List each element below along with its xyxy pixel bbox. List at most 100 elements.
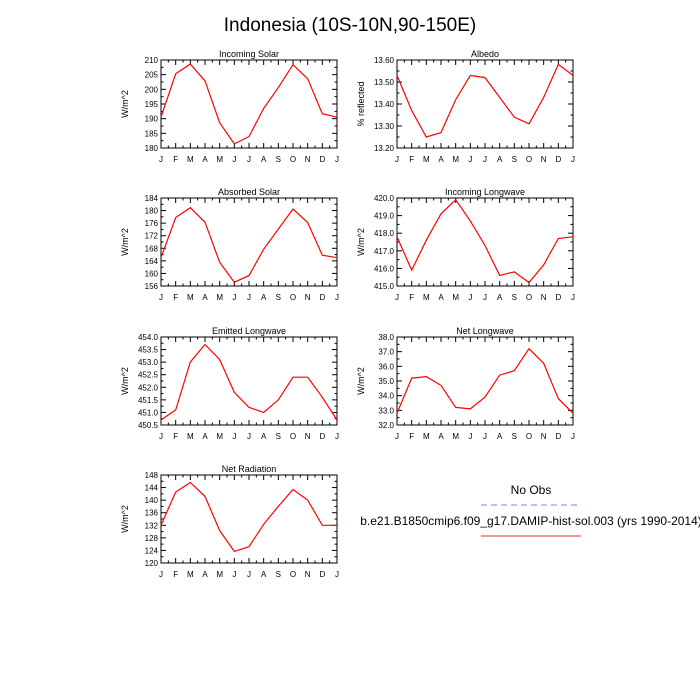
- figure-title: Indonesia (10S-10N,90-150E): [224, 15, 476, 36]
- albedo-xtick-label: O: [526, 155, 532, 164]
- net-radiation-ytick-label: 144: [145, 484, 159, 493]
- net-longwave-xtick-label: J: [483, 432, 487, 441]
- albedo-xtick-label: A: [497, 155, 503, 164]
- absorbed-solar-xtick-label: S: [276, 293, 281, 302]
- net-longwave-ylabel: W/m^2: [356, 367, 366, 395]
- incoming-longwave-ytick-label: 418.0: [374, 229, 395, 238]
- net-longwave-ytick-label: 36.0: [378, 362, 394, 371]
- incoming-longwave-xtick-label: M: [423, 293, 430, 302]
- incoming-longwave-xtick-label: A: [438, 293, 444, 302]
- absorbed-solar-xtick-label: O: [290, 293, 296, 302]
- emitted-longwave-ytick-label: 453.0: [138, 358, 159, 367]
- emitted-longwave-xtick-label: J: [159, 432, 163, 441]
- incoming-longwave-xtick-label: A: [497, 293, 503, 302]
- legend-model-label: b.e21.B1850cmip6.f09_g17.DAMIP-hist-sol.…: [360, 514, 700, 528]
- incoming-longwave-series-line: [396, 198, 574, 284]
- incoming-solar-xtick-label: D: [319, 155, 325, 164]
- incoming-solar-xtick-label: A: [202, 155, 208, 164]
- emitted-longwave-xtick-label: S: [276, 432, 281, 441]
- net-radiation-xtick-label: M: [187, 570, 194, 579]
- albedo-xtick-label: J: [483, 155, 487, 164]
- emitted-longwave-xtick-label: J: [232, 432, 236, 441]
- absorbed-solar-ytick-label: 168: [145, 244, 159, 253]
- incoming-solar-ytick-label: 205: [145, 71, 159, 80]
- absorbed-solar-xtick-label: M: [187, 293, 194, 302]
- absorbed-solar-ytick-label: 160: [145, 269, 159, 278]
- absorbed-solar-xtick-label: J: [335, 293, 339, 302]
- net-radiation-ylabel: W/m^2: [120, 505, 130, 533]
- net-radiation-xtick-label: D: [319, 570, 325, 579]
- albedo-xtick-label: F: [409, 155, 414, 164]
- emitted-longwave-xtick-label: N: [305, 432, 311, 441]
- albedo-xtick-label: J: [395, 155, 399, 164]
- albedo-xtick-label: M: [452, 155, 459, 164]
- absorbed-solar-ytick-label: 172: [145, 232, 159, 241]
- emitted-longwave-title: Emitted Longwave: [212, 326, 286, 336]
- net-radiation-ytick-label: 132: [145, 521, 159, 530]
- net-longwave-xtick-label: O: [526, 432, 532, 441]
- net-longwave-xtick-label: J: [468, 432, 472, 441]
- incoming-solar-xtick-label: A: [261, 155, 267, 164]
- emitted-longwave-xtick-label: A: [202, 432, 208, 441]
- net-radiation-xtick-label: J: [159, 570, 163, 579]
- net-longwave-ytick-label: 37.0: [378, 348, 394, 357]
- albedo-ytick-label: 13.40: [374, 100, 395, 109]
- incoming-longwave-xtick-label: O: [526, 293, 532, 302]
- net-radiation-xtick-label: M: [216, 570, 223, 579]
- net-radiation-xtick-label: J: [247, 570, 251, 579]
- net-radiation-xtick-label: S: [276, 570, 281, 579]
- net-longwave-xtick-label: J: [395, 432, 399, 441]
- albedo-xtick-label: J: [468, 155, 472, 164]
- incoming-solar-xtick-label: M: [216, 155, 223, 164]
- incoming-solar-ytick-label: 180: [145, 144, 159, 153]
- emitted-longwave-xtick-label: D: [319, 432, 325, 441]
- incoming-longwave-xtick-label: S: [512, 293, 517, 302]
- incoming-solar-ytick-label: 190: [145, 115, 159, 124]
- net-radiation-xtick-label: A: [261, 570, 267, 579]
- incoming-longwave-xtick-label: J: [468, 293, 472, 302]
- absorbed-solar-title: Absorbed Solar: [218, 187, 280, 197]
- legend-obs-label: No Obs: [511, 483, 552, 497]
- emitted-longwave-xtick-label: M: [216, 432, 223, 441]
- absorbed-solar-xtick-label: F: [173, 293, 178, 302]
- incoming-longwave-ytick-label: 415.0: [374, 282, 395, 291]
- incoming-solar-ylabel: W/m^2: [120, 90, 130, 118]
- incoming-solar-ytick-label: 195: [145, 100, 159, 109]
- absorbed-solar-xtick-label: J: [247, 293, 251, 302]
- emitted-longwave-ytick-label: 450.5: [138, 421, 159, 430]
- albedo-ylabel: % reflected: [356, 81, 366, 126]
- absorbed-solar-ytick-label: 164: [145, 257, 159, 266]
- incoming-longwave-xtick-label: J: [483, 293, 487, 302]
- incoming-solar-xtick-label: O: [290, 155, 296, 164]
- net-longwave-xtick-label: A: [438, 432, 444, 441]
- net-longwave-ytick-label: 38.0: [378, 333, 394, 342]
- emitted-longwave-series-line: [160, 343, 338, 421]
- incoming-longwave-ytick-label: 420.0: [374, 194, 395, 203]
- emitted-longwave-xtick-label: J: [335, 432, 339, 441]
- emitted-longwave-ylabel: W/m^2: [120, 367, 130, 395]
- net-longwave-xtick-label: M: [423, 432, 430, 441]
- emitted-longwave-ytick-label: 452.5: [138, 371, 159, 380]
- incoming-longwave-title: Incoming Longwave: [445, 187, 525, 197]
- albedo-ytick-label: 13.60: [374, 56, 395, 65]
- net-radiation-ytick-label: 128: [145, 534, 159, 543]
- absorbed-solar-xtick-label: A: [202, 293, 208, 302]
- absorbed-solar-xtick-label: N: [305, 293, 311, 302]
- incoming-longwave-ytick-label: 416.0: [374, 264, 395, 273]
- albedo-xtick-label: N: [541, 155, 547, 164]
- albedo-xtick-label: M: [423, 155, 430, 164]
- net-longwave-ytick-label: 33.0: [378, 406, 394, 415]
- net-longwave-xtick-label: A: [497, 432, 503, 441]
- net-longwave-ytick-label: 34.0: [378, 392, 394, 401]
- net-radiation-ytick-label: 140: [145, 496, 159, 505]
- net-radiation-ytick-label: 136: [145, 509, 159, 518]
- albedo-ytick-label: 13.20: [374, 144, 395, 153]
- net-radiation-xtick-label: J: [335, 570, 339, 579]
- net-longwave-xtick-label: N: [541, 432, 547, 441]
- net-radiation-ytick-label: 120: [145, 559, 159, 568]
